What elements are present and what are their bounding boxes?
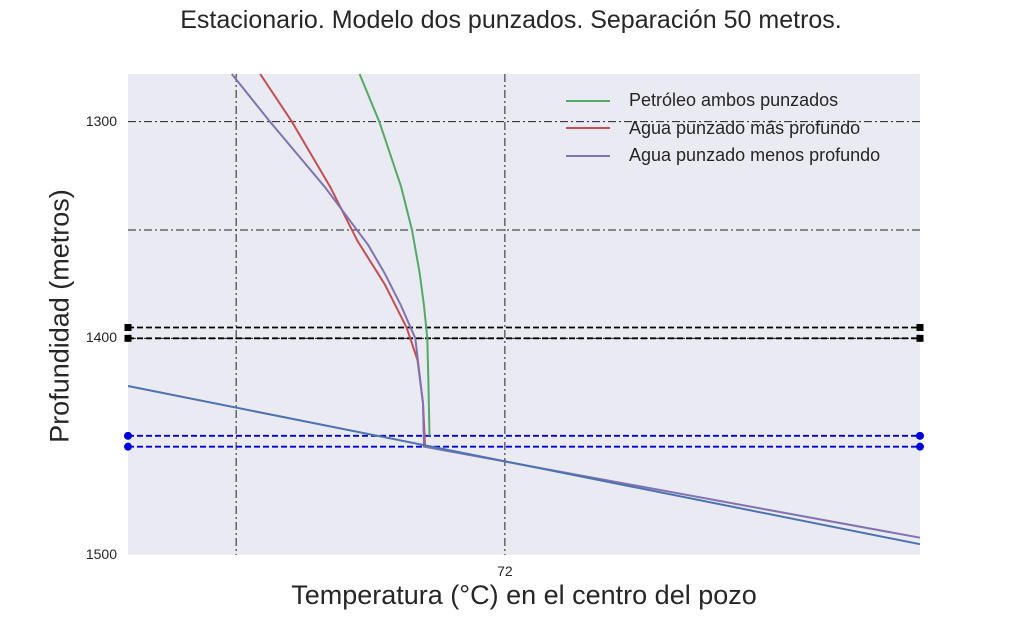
legend-item: Agua punzado más profundo	[566, 115, 880, 143]
y-tick-label: 1300	[85, 112, 117, 129]
reference-marker	[124, 442, 132, 451]
reference-lines	[124, 324, 924, 451]
legend-item: Agua punzado menos profundo	[566, 142, 880, 170]
legend-label: Agua punzado menos profundo	[629, 145, 881, 166]
reference-marker	[124, 324, 132, 331]
legend-swatch	[566, 127, 610, 130]
reference-marker	[124, 334, 132, 342]
reference-marker	[124, 431, 132, 440]
reference-marker	[916, 334, 924, 342]
legend-label: Agua punzado más profundo	[629, 117, 861, 138]
y-tick-label: 1400	[85, 329, 117, 346]
plot-area	[128, 74, 920, 555]
reference-marker	[916, 442, 924, 451]
legend: Petróleo ambos punzados Agua punzado más …	[566, 87, 880, 170]
y-tick-label: 1500	[85, 546, 117, 562]
series-lines	[127, 73, 921, 546]
series-line-0	[358, 73, 431, 436]
legend-label: Petróleo ambos punzados	[629, 90, 839, 111]
reference-marker	[916, 324, 924, 331]
y-axis-label: Profundidad (metros)	[44, 189, 75, 443]
x-axis-label: Temperatura (°C) en el centro del pozo	[291, 580, 757, 610]
reference-marker	[916, 431, 924, 440]
x-tick-label: 72	[497, 563, 513, 579]
chart-title: Estacionario. Modelo dos punzados. Separ…	[180, 6, 842, 34]
legend-swatch	[566, 154, 610, 157]
legend-swatch	[566, 99, 610, 102]
series-line-2	[231, 73, 921, 539]
series-line-3	[127, 385, 921, 546]
legend-item: Petróleo ambos punzados	[566, 87, 880, 115]
